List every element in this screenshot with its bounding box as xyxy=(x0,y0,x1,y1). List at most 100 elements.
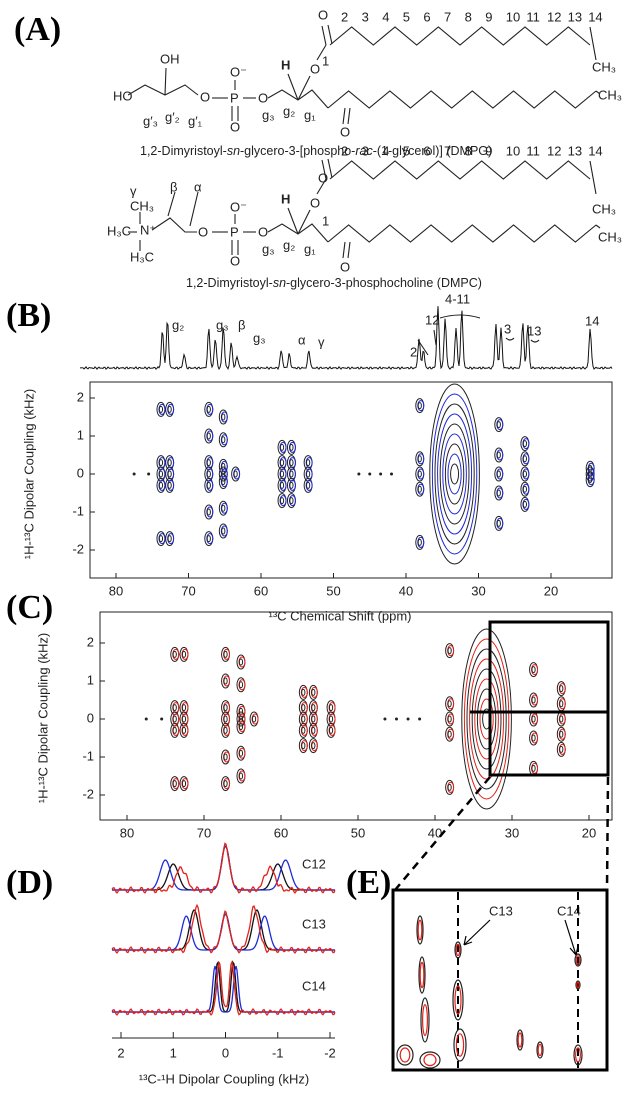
contour xyxy=(496,451,501,459)
carbon-number: 13 xyxy=(568,143,582,158)
x-tick-label: 2 xyxy=(117,1045,124,1060)
label-pointer xyxy=(417,314,540,356)
dmpg-structure: HO OH O O⁻ P O O H O O O 1 CH₃ CH₃ g′₃ g… xyxy=(113,7,622,158)
acyl-chain xyxy=(327,90,597,109)
atom: N⁺ xyxy=(140,222,156,237)
glycerol-label: g₃ xyxy=(262,241,275,256)
x-tick-label: 50 xyxy=(326,583,340,598)
contour xyxy=(419,1051,441,1069)
contour xyxy=(181,650,187,658)
contour xyxy=(469,658,505,780)
glycerol-label: g′₁ xyxy=(188,113,203,128)
contour xyxy=(496,489,501,497)
carbon-number: 3 xyxy=(362,143,369,158)
carbon-number: 5 xyxy=(403,143,410,158)
contour xyxy=(251,715,257,723)
x-tick-label: 30 xyxy=(505,825,519,840)
contour xyxy=(221,436,226,444)
spectrum-1d xyxy=(79,306,613,371)
contour xyxy=(238,715,244,723)
peak-label: g₂ xyxy=(172,317,184,332)
contour xyxy=(536,1041,544,1059)
contour xyxy=(447,783,452,791)
carbon-number: 10 xyxy=(506,143,520,158)
contour xyxy=(206,508,211,516)
bond xyxy=(589,160,597,195)
contour xyxy=(522,440,528,448)
contour xyxy=(206,405,211,413)
contour xyxy=(311,688,316,696)
contour xyxy=(447,647,452,655)
contour xyxy=(223,753,228,761)
carbon-number: 14 xyxy=(588,9,602,24)
headgroup-label: γ xyxy=(130,183,137,198)
contour xyxy=(301,704,306,712)
contour xyxy=(233,470,238,478)
contour xyxy=(172,704,177,712)
dipolar-trace xyxy=(111,842,336,894)
contour xyxy=(574,953,582,967)
bond xyxy=(342,241,346,259)
atom: O xyxy=(318,7,328,22)
annotation: C14 xyxy=(557,903,581,918)
y-tick-label: 1 xyxy=(87,672,94,687)
carbon-number: 12 xyxy=(547,143,561,158)
headgroup-label: β xyxy=(170,179,177,194)
contour xyxy=(238,707,244,715)
contour xyxy=(279,481,285,489)
spectrum-labels: g₂ g₃ β g₃ α γ 2 12 4-11 3 13 14 xyxy=(172,291,599,359)
contour xyxy=(395,717,398,721)
contour xyxy=(496,519,501,527)
atom: O xyxy=(340,124,350,139)
trace-label: C13 xyxy=(302,916,326,931)
contour xyxy=(559,730,564,738)
contour xyxy=(417,919,423,941)
carbon-number: 7 xyxy=(444,143,451,158)
contour xyxy=(379,472,383,476)
contour xyxy=(167,459,172,467)
contour xyxy=(301,742,306,750)
x-tick-label: 0 xyxy=(222,1045,229,1060)
contour xyxy=(531,764,536,772)
contour xyxy=(423,1053,437,1067)
contour xyxy=(172,780,177,788)
contour xyxy=(559,745,564,753)
contour xyxy=(461,628,512,810)
carbon-number: 14 xyxy=(588,143,602,158)
contour xyxy=(531,666,536,674)
y-tick-label: 1 xyxy=(77,427,84,442)
contour xyxy=(221,478,226,486)
contour xyxy=(167,535,172,543)
contour xyxy=(158,405,164,413)
glycerol-label: g₂ xyxy=(283,237,295,252)
contour xyxy=(301,715,306,723)
terminal-group: CH₃ xyxy=(592,59,616,74)
contour xyxy=(455,1033,465,1057)
contour xyxy=(417,538,422,546)
atom: H xyxy=(281,191,290,206)
atom: O⁻ xyxy=(230,199,247,214)
atom: O xyxy=(230,253,240,268)
contour xyxy=(206,481,211,489)
contour xyxy=(289,459,294,467)
contour xyxy=(417,485,422,493)
contour xyxy=(399,1047,411,1063)
contour xyxy=(289,443,294,451)
contour xyxy=(466,648,507,790)
x-tick-label: 70 xyxy=(181,583,195,598)
caption-part: -glycero-3-[phospho- xyxy=(240,144,355,158)
contour xyxy=(221,413,226,421)
contour xyxy=(444,443,465,505)
contour xyxy=(279,497,285,505)
contour xyxy=(223,780,228,788)
x-tick-label: 60 xyxy=(274,825,288,840)
peak-label: γ xyxy=(318,334,325,349)
carbon-number: 8 xyxy=(465,9,472,24)
contour xyxy=(516,1029,524,1051)
contour xyxy=(167,470,172,478)
y-tick-label: 2 xyxy=(77,389,84,404)
contour xyxy=(206,470,211,478)
x-tick-label: 30 xyxy=(471,583,485,598)
contour xyxy=(221,470,226,478)
x-axis-label: ¹³C-¹H Dipolar Coupling (kHz) xyxy=(139,1071,309,1086)
